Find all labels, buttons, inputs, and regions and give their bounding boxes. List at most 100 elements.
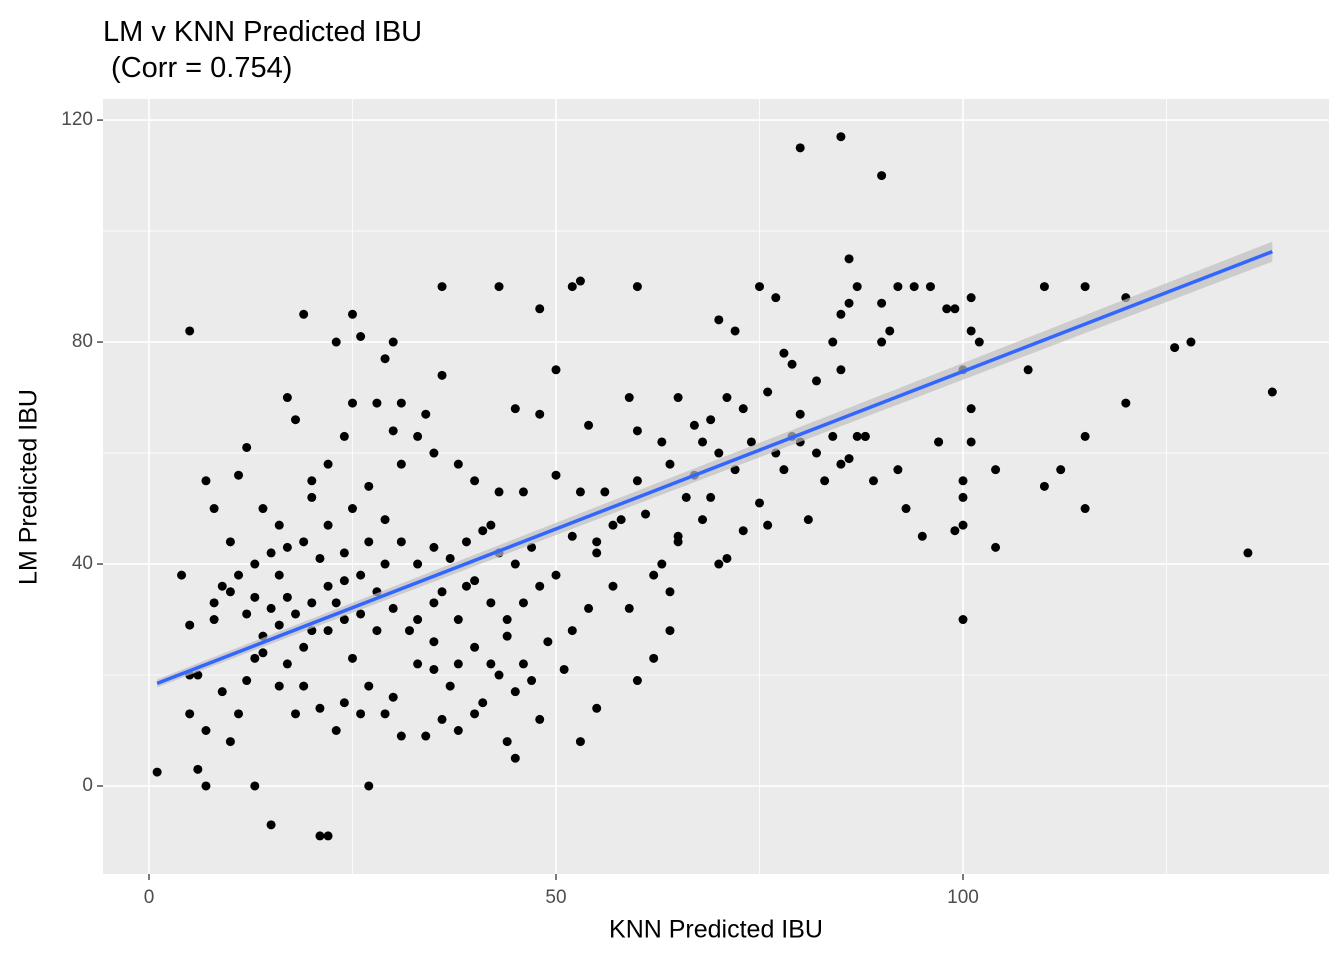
point	[950, 526, 960, 536]
point	[470, 576, 480, 586]
panel	[103, 99, 1329, 874]
point	[860, 431, 870, 441]
point	[380, 709, 390, 719]
point	[323, 520, 333, 530]
point	[1121, 398, 1131, 408]
point	[388, 603, 398, 613]
point	[1243, 548, 1253, 558]
point	[274, 681, 284, 691]
point	[234, 470, 244, 480]
point	[502, 631, 512, 641]
point	[958, 520, 968, 530]
point	[551, 470, 561, 480]
point	[453, 725, 463, 735]
point	[1056, 465, 1066, 475]
point	[461, 537, 471, 547]
point	[689, 420, 699, 430]
point	[592, 703, 602, 713]
point	[347, 398, 357, 408]
point	[665, 626, 675, 636]
point	[347, 504, 357, 514]
point	[242, 609, 252, 619]
point	[315, 553, 325, 563]
point	[388, 337, 398, 347]
point	[258, 504, 268, 514]
point	[266, 820, 276, 830]
point	[299, 681, 309, 691]
point	[632, 282, 642, 292]
point	[421, 731, 431, 741]
point	[331, 598, 341, 608]
point	[584, 603, 594, 613]
point	[217, 581, 227, 591]
point	[592, 548, 602, 558]
point	[974, 337, 984, 347]
y-tick-label: 80	[72, 331, 93, 352]
point	[486, 598, 496, 608]
point	[201, 781, 211, 791]
point	[917, 531, 927, 541]
point	[413, 559, 423, 569]
point	[991, 542, 1001, 552]
point	[364, 681, 374, 691]
point	[282, 592, 292, 602]
point	[339, 615, 349, 625]
point	[274, 520, 284, 530]
point	[380, 559, 390, 569]
point	[339, 548, 349, 558]
point	[844, 454, 854, 464]
point	[250, 592, 260, 602]
point	[608, 520, 618, 530]
point	[225, 587, 235, 597]
point	[1039, 282, 1049, 292]
point	[934, 437, 944, 447]
point	[958, 615, 968, 625]
point	[453, 615, 463, 625]
point	[624, 603, 634, 613]
point	[429, 448, 439, 458]
point	[356, 709, 366, 719]
point	[632, 676, 642, 686]
point	[1080, 282, 1090, 292]
point	[201, 725, 211, 735]
point	[877, 298, 887, 308]
y-tick-label: 0	[82, 775, 93, 796]
point	[641, 509, 651, 519]
point	[836, 459, 846, 469]
point	[510, 687, 520, 697]
point	[575, 487, 585, 497]
point	[722, 393, 732, 403]
point	[502, 615, 512, 625]
point	[868, 476, 878, 486]
point	[698, 515, 708, 525]
point	[339, 431, 349, 441]
point	[836, 365, 846, 375]
point	[413, 615, 423, 625]
point	[909, 282, 919, 292]
point	[681, 492, 691, 502]
point	[567, 282, 577, 292]
point	[714, 559, 724, 569]
point	[282, 393, 292, 403]
point	[177, 570, 187, 580]
point	[291, 609, 301, 619]
x-tick-label: 0	[144, 887, 155, 908]
point	[185, 709, 195, 719]
point	[608, 581, 618, 591]
point	[331, 337, 341, 347]
point	[510, 559, 520, 569]
point	[380, 354, 390, 364]
point	[396, 537, 406, 547]
point	[429, 542, 439, 552]
point	[763, 387, 773, 397]
point	[274, 620, 284, 630]
point	[510, 404, 520, 414]
point	[331, 725, 341, 735]
point	[649, 570, 659, 580]
point	[535, 581, 545, 591]
point	[323, 459, 333, 469]
point	[299, 537, 309, 547]
point	[372, 626, 382, 636]
point	[461, 581, 471, 591]
point	[844, 254, 854, 264]
